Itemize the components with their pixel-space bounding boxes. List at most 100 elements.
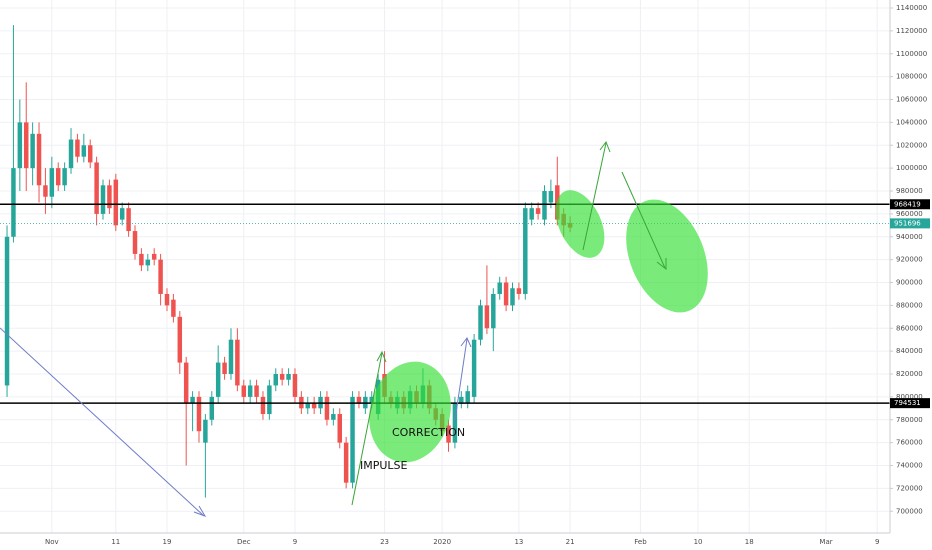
candle-body xyxy=(305,402,310,409)
candle-body xyxy=(286,374,291,380)
candle-body xyxy=(471,339,477,397)
candle-body xyxy=(497,282,502,294)
candle-body xyxy=(158,259,163,294)
candle-body xyxy=(254,385,259,397)
candle-body xyxy=(452,402,458,443)
candle-body xyxy=(171,299,176,317)
candle-body xyxy=(49,168,55,197)
y-tick-label: 960000 xyxy=(896,210,923,218)
candle-body xyxy=(87,145,93,163)
arrow-head xyxy=(460,337,472,348)
candle-body xyxy=(273,374,279,386)
candle-body xyxy=(369,396,374,403)
y-tick-label: 800000 xyxy=(896,393,923,401)
y-tick-label: 1120000 xyxy=(896,27,927,35)
down-arrow xyxy=(621,171,666,269)
y-tick-label: 720000 xyxy=(896,484,923,492)
impulse-arrow xyxy=(351,352,383,506)
trend-arrow xyxy=(0,327,205,517)
y-tick-label: 740000 xyxy=(896,462,923,470)
candle-body xyxy=(196,396,202,432)
candle-body xyxy=(478,305,483,340)
x-tick-label: 2020 xyxy=(433,538,451,546)
y-tick-label: 900000 xyxy=(896,279,923,287)
annotation: CORRECTION xyxy=(392,426,465,439)
y-tick-label: 980000 xyxy=(896,187,923,195)
y-tick-label: 860000 xyxy=(896,324,923,332)
candle-body xyxy=(107,185,112,209)
candle-body xyxy=(311,402,317,409)
candle-body xyxy=(164,293,170,306)
y-tick-label: 880000 xyxy=(896,301,923,309)
candle-body xyxy=(542,191,547,220)
candle-body xyxy=(183,362,189,403)
candle-body xyxy=(145,259,151,266)
candle-body xyxy=(324,396,330,420)
x-tick-label: 9 xyxy=(875,538,879,546)
x-tick-label: Feb xyxy=(634,538,647,546)
x-tick-label: Mar xyxy=(819,538,832,546)
candle-body xyxy=(279,374,285,380)
highlight-ellipse xyxy=(369,361,451,463)
y-tick-label: 760000 xyxy=(896,439,923,447)
y-tick-label: 1020000 xyxy=(896,141,927,149)
price-label: 968419 xyxy=(894,200,921,208)
candle-body xyxy=(235,339,240,386)
candle-body xyxy=(260,396,266,415)
candle-body xyxy=(126,208,131,232)
candle-body xyxy=(510,288,515,306)
candle-body xyxy=(465,391,470,403)
candle-body xyxy=(484,305,490,329)
candle-body xyxy=(459,396,464,403)
x-tick-label: 21 xyxy=(566,538,575,546)
y-tick-label: 1100000 xyxy=(896,50,927,58)
candle-body xyxy=(94,162,99,214)
candle-body xyxy=(62,168,67,186)
annotation: IMPULSE xyxy=(360,459,408,472)
candle-body xyxy=(247,385,253,397)
candle-body xyxy=(356,396,362,403)
candle-body xyxy=(350,396,355,483)
price-label-box xyxy=(890,199,930,210)
x-tick-label: 10 xyxy=(694,538,703,546)
x-tick-label: 19 xyxy=(163,538,172,546)
candle-body xyxy=(36,133,42,186)
arrow-head xyxy=(656,258,667,271)
candle-body xyxy=(151,253,157,260)
candle-body xyxy=(30,133,35,169)
candle-body xyxy=(529,208,534,220)
x-tick-label: 18 xyxy=(745,538,754,546)
candle-body xyxy=(535,208,541,214)
price-label-box xyxy=(890,398,930,409)
candle-body xyxy=(113,179,119,226)
y-tick-label: 820000 xyxy=(896,370,923,378)
candle-body xyxy=(337,414,342,443)
candle-body xyxy=(190,396,195,403)
arrow-head xyxy=(599,140,611,153)
candle-body xyxy=(241,385,247,397)
candle-body xyxy=(516,288,522,294)
candle-body xyxy=(177,316,183,363)
candle-body xyxy=(139,253,144,266)
candle-body xyxy=(75,139,80,157)
price-label-box xyxy=(890,218,930,229)
y-tick-label: 840000 xyxy=(896,347,923,355)
candle-body xyxy=(267,385,272,415)
candle-body xyxy=(100,185,106,214)
y-tick-label: 940000 xyxy=(896,233,923,241)
drawings: IMPULSE CORRECTION xyxy=(0,140,708,517)
candle-body xyxy=(11,168,16,237)
arrow-head xyxy=(193,505,207,517)
y-tick-label: 780000 xyxy=(896,416,923,424)
x-tick-label: 13 xyxy=(514,538,523,546)
x-tick-label: 23 xyxy=(380,538,389,546)
candle-body xyxy=(228,339,234,375)
candle-body xyxy=(548,191,554,203)
y-tick-label: 1060000 xyxy=(896,96,927,104)
candle-body xyxy=(4,236,10,386)
candle-body xyxy=(132,231,138,254)
up-arrow xyxy=(582,142,607,251)
candle-body xyxy=(81,145,87,157)
